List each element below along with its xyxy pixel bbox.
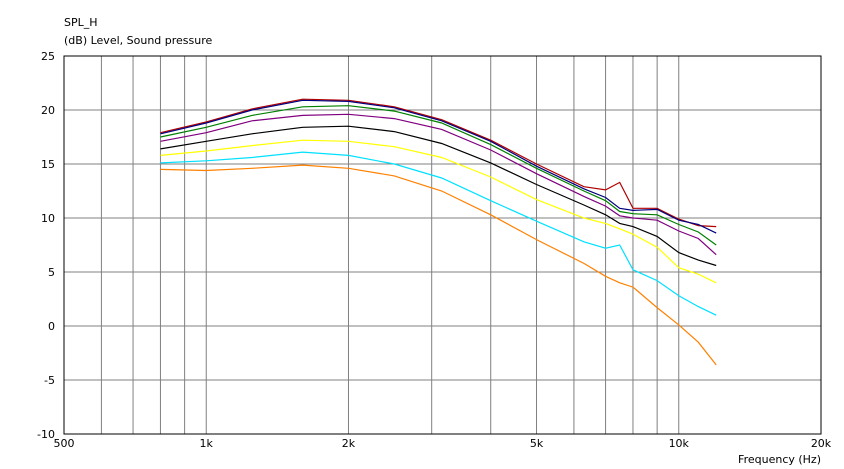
x-tick-label: 500 <box>54 437 75 450</box>
series-line <box>160 113 717 256</box>
chart-title: SPL_H <box>64 16 98 29</box>
y-tick-label: 0 <box>48 320 55 333</box>
series-line <box>160 164 717 366</box>
x-tick-label: 5k <box>530 437 544 450</box>
y-tick-labels: 25 20 15 10 5 0 -5 -10 <box>37 50 55 441</box>
y-tick-label: 15 <box>41 158 55 171</box>
series-line <box>160 99 717 234</box>
y-tick-label: -5 <box>44 374 55 387</box>
x-tick-label: 20k <box>811 437 832 450</box>
x-tick-label: 1k <box>200 437 214 450</box>
x-axis-label: Frequency (Hz) <box>738 453 821 466</box>
series-line <box>160 98 717 228</box>
y-tick-label: 20 <box>41 104 55 117</box>
x-tick-labels: 500 1k 2k 5k 10k 20k <box>54 437 832 450</box>
series-line <box>160 139 717 284</box>
grid-lines <box>63 55 822 435</box>
y-tick-label: 10 <box>41 212 55 225</box>
series-line <box>160 151 717 316</box>
y-axis-label: (dB) Level, Sound pressure <box>64 34 213 47</box>
x-tick-label: 2k <box>342 437 356 450</box>
x-tick-label: 10k <box>669 437 690 450</box>
y-tick-label: 5 <box>48 266 55 279</box>
plot-frame <box>63 55 822 435</box>
series-lines <box>160 98 717 366</box>
series-line <box>160 105 717 246</box>
y-tick-label: -10 <box>37 428 55 441</box>
y-tick-label: 25 <box>41 50 55 63</box>
series-line <box>160 125 717 267</box>
